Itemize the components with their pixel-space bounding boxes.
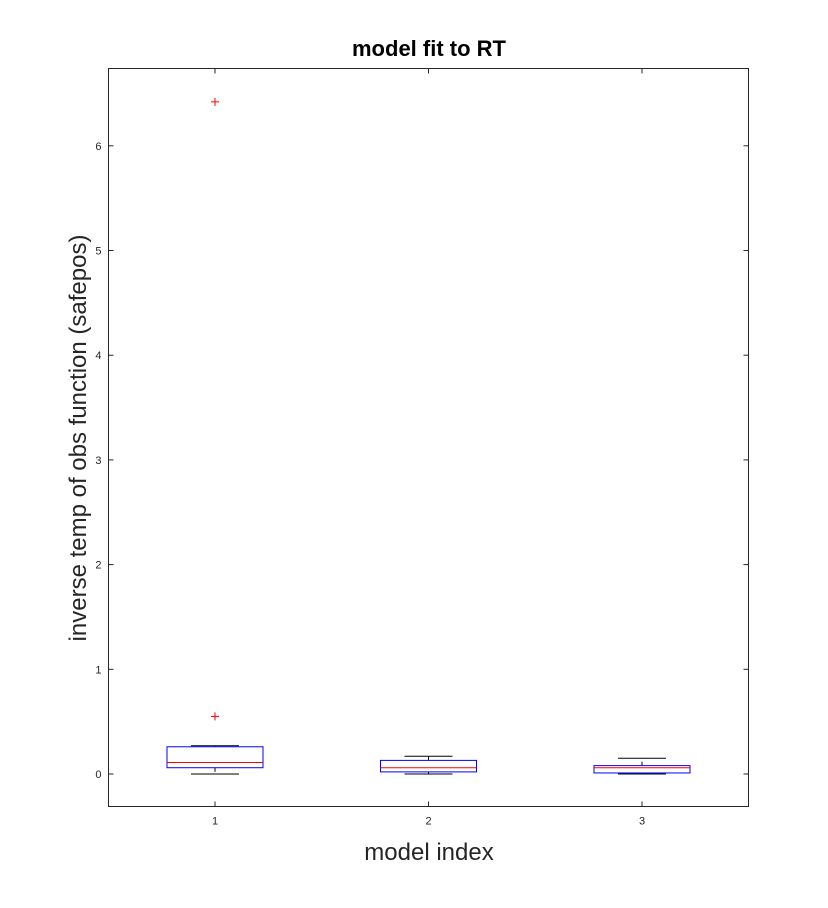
box-group-2 xyxy=(380,755,477,775)
x-tick-label: 2 xyxy=(425,816,431,828)
plot-area xyxy=(108,68,749,807)
x-tick-label: 3 xyxy=(639,816,645,828)
iqr-box xyxy=(380,759,477,773)
boxplot-series xyxy=(166,97,691,775)
y-tick-label: 1 xyxy=(95,664,101,676)
y-tick-label: 4 xyxy=(95,350,101,362)
y-tick-label: 3 xyxy=(95,455,101,467)
box-group-1 xyxy=(166,97,264,775)
iqr-box xyxy=(166,746,264,769)
box-group-3 xyxy=(593,757,691,775)
y-tick-label: 2 xyxy=(95,560,101,572)
x-tick-label: 1 xyxy=(212,816,218,828)
outlier-marker xyxy=(211,97,219,106)
chart-title: model fit to RT xyxy=(352,36,507,61)
x-axis: 1 2 3 xyxy=(212,68,645,828)
y-tick-label: 6 xyxy=(95,141,101,153)
y-axis: 0 1 2 3 4 5 6 xyxy=(95,141,749,781)
x-axis-label: model index xyxy=(364,839,493,866)
y-axis-label: inverse temp of obs function (safepos) xyxy=(65,235,92,642)
y-tick-label: 5 xyxy=(95,246,101,258)
y-tick-label: 0 xyxy=(95,769,101,781)
outlier-marker xyxy=(211,712,219,721)
iqr-box xyxy=(593,765,691,774)
